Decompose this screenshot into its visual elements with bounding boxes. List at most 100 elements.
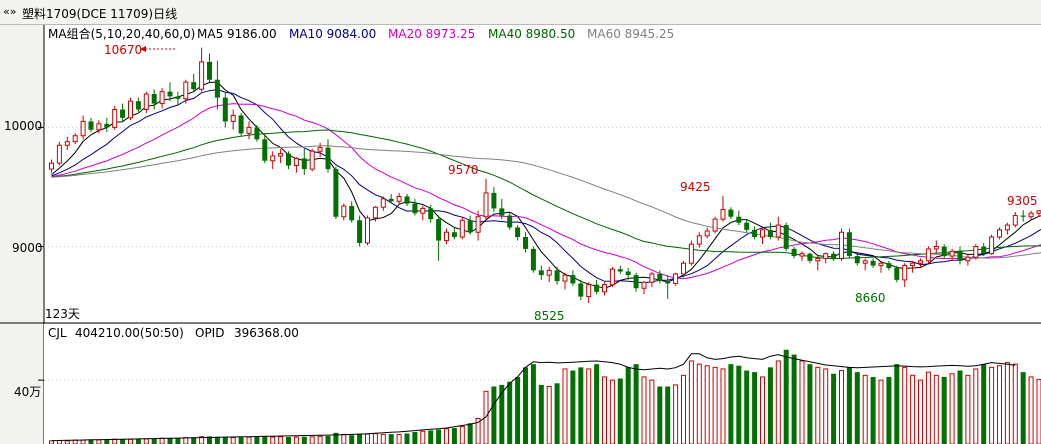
annotation-9425: 9425 [680, 180, 711, 194]
volume-bar [941, 376, 947, 444]
candle-body [507, 215, 513, 228]
volume-bar [1036, 378, 1041, 444]
candle-body [309, 150, 315, 170]
volume-bar [681, 374, 686, 444]
candle-body [791, 248, 797, 257]
candle-body [207, 61, 212, 80]
volume-bar [767, 367, 773, 444]
volume-bar [1012, 363, 1018, 444]
annotation-9305: 9305 [1007, 194, 1038, 208]
candle-body [846, 232, 852, 257]
volume-bar [870, 376, 876, 444]
candle-body [688, 243, 694, 264]
price-annotations: 10670 9570 9425 9305 8525 8660 [104, 43, 1038, 323]
volume-bar [633, 364, 639, 444]
period-label: 123天 [45, 307, 80, 321]
volume-bar [64, 440, 70, 444]
candle-body [681, 262, 686, 275]
volume-bar [49, 440, 54, 444]
ma20-legend: MA20 8973.25 [388, 27, 475, 41]
volume-bar [96, 439, 102, 444]
candle-body [941, 246, 947, 257]
candle-body [404, 196, 410, 204]
volume-bar [625, 367, 631, 444]
volume-bar [657, 386, 663, 444]
volume-bar [380, 433, 386, 444]
candle-body [831, 253, 837, 259]
candle-body [499, 208, 505, 216]
candle-body [918, 260, 923, 264]
candle-body [839, 231, 844, 259]
volume-bar [372, 433, 378, 444]
back-icon[interactable]: «» [3, 5, 17, 18]
candle-body [420, 207, 426, 214]
candle-body [878, 262, 884, 267]
volume-bar [333, 432, 339, 444]
volume-bar [554, 383, 560, 444]
candle-body [325, 147, 331, 170]
candle-body [475, 216, 481, 233]
window-title: 塑料1709(DCE 11709)日线 [22, 7, 178, 21]
volume-bar [1004, 362, 1010, 444]
volume-bar [349, 435, 355, 444]
volume-bar [436, 429, 442, 444]
volume-bar [696, 363, 702, 444]
volume-bar [823, 368, 829, 444]
volume-bar [933, 374, 939, 444]
ma60-series [51, 145, 1041, 259]
y-tick-9000: 9000 [12, 241, 43, 255]
candle-body [451, 232, 457, 237]
volume-bar [278, 436, 284, 444]
candle-body [191, 82, 197, 90]
candle-body [317, 147, 323, 152]
annotation-9570: 9570 [448, 163, 479, 177]
volume-bar [578, 367, 584, 444]
candle-body [1012, 215, 1018, 226]
volume-bar [104, 439, 110, 444]
candle-body [159, 91, 165, 105]
candle-body [112, 109, 118, 128]
candle-body [1036, 210, 1041, 214]
volume-bar [420, 430, 426, 444]
volume-bar [325, 436, 331, 444]
candle-body [973, 246, 979, 258]
volume-bar [902, 366, 908, 444]
candle-body [862, 260, 868, 264]
volume-bar [159, 437, 165, 444]
volume-y-tick: 40万 [14, 385, 41, 399]
candle-body [104, 123, 110, 128]
volume-bar [704, 365, 710, 444]
volume-bar [712, 366, 718, 444]
volume-bar [357, 433, 363, 444]
candle-body [641, 281, 647, 289]
candle-body [657, 273, 663, 282]
candle-body [349, 206, 355, 221]
volume-bar [854, 372, 860, 444]
candle-body [372, 206, 378, 219]
candle-body [894, 267, 900, 280]
volume-bar [515, 376, 521, 444]
candle-body [665, 281, 671, 284]
candle-body [436, 219, 442, 241]
volume-bar [246, 436, 252, 444]
candle-body [270, 155, 276, 162]
candle-body [56, 144, 62, 164]
candle-body [712, 218, 718, 232]
volume-bar [499, 384, 505, 444]
volume-bar [151, 438, 157, 444]
volume-bar [957, 370, 963, 444]
volume-bar [862, 374, 868, 444]
price-panel [44, 25, 1041, 323]
candle-body [609, 268, 615, 286]
candle-body [72, 135, 78, 143]
volume-bar [404, 433, 410, 444]
candle-body [143, 93, 149, 111]
volume-bar [262, 436, 268, 444]
volume-bar [973, 368, 979, 444]
volume-bar [886, 376, 892, 444]
volume-bar [293, 436, 299, 444]
candle-body [128, 100, 133, 119]
cjl-value: 404210.00(50:50) [75, 326, 184, 340]
candle-body [341, 205, 347, 218]
